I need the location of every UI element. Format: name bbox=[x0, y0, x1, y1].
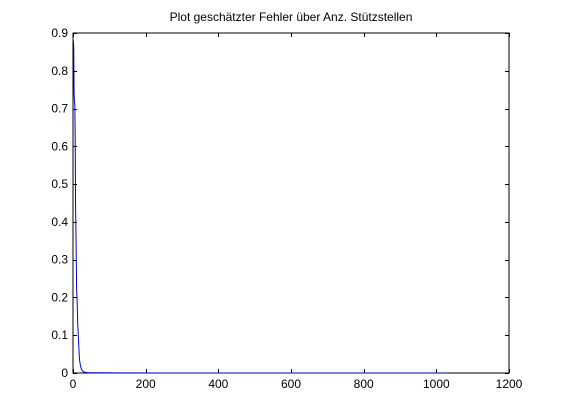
y-tick-label: 0.9 bbox=[51, 26, 68, 40]
y-tick-label: 0.2 bbox=[51, 290, 68, 304]
y-tick-labels: 0 0.1 0.2 0.3 0.4 0.5 0.6 0.7 0.8 0.9 bbox=[51, 26, 68, 380]
y-tick-label: 0.6 bbox=[51, 139, 68, 153]
x-tick-label: 1200 bbox=[496, 377, 523, 391]
y-tick-label: 0.3 bbox=[51, 253, 68, 267]
series-line bbox=[72, 40, 446, 374]
series-layer bbox=[72, 40, 446, 374]
x-tick-label: 200 bbox=[136, 377, 156, 391]
plot-area bbox=[72, 32, 510, 374]
y-tick-label: 0.7 bbox=[51, 102, 68, 116]
x-tick-labels: 0 200 400 600 800 1000 1200 bbox=[70, 377, 523, 391]
x-tick-label: 0 bbox=[70, 377, 77, 391]
x-tick-label: 400 bbox=[208, 377, 228, 391]
y-tick-label: 0.1 bbox=[51, 328, 68, 342]
y-tick-label: 0 bbox=[61, 366, 68, 380]
x-tick-label: 800 bbox=[354, 377, 374, 391]
y-tick-label: 0.8 bbox=[51, 64, 68, 78]
x-tick-label: 1000 bbox=[423, 377, 450, 391]
y-tick-label: 0.4 bbox=[51, 215, 68, 229]
x-tick-label: 600 bbox=[281, 377, 301, 391]
chart-title: Plot geschätzter Fehler über Anz. Stützs… bbox=[170, 10, 413, 24]
y-tick-label: 0.5 bbox=[51, 177, 68, 191]
